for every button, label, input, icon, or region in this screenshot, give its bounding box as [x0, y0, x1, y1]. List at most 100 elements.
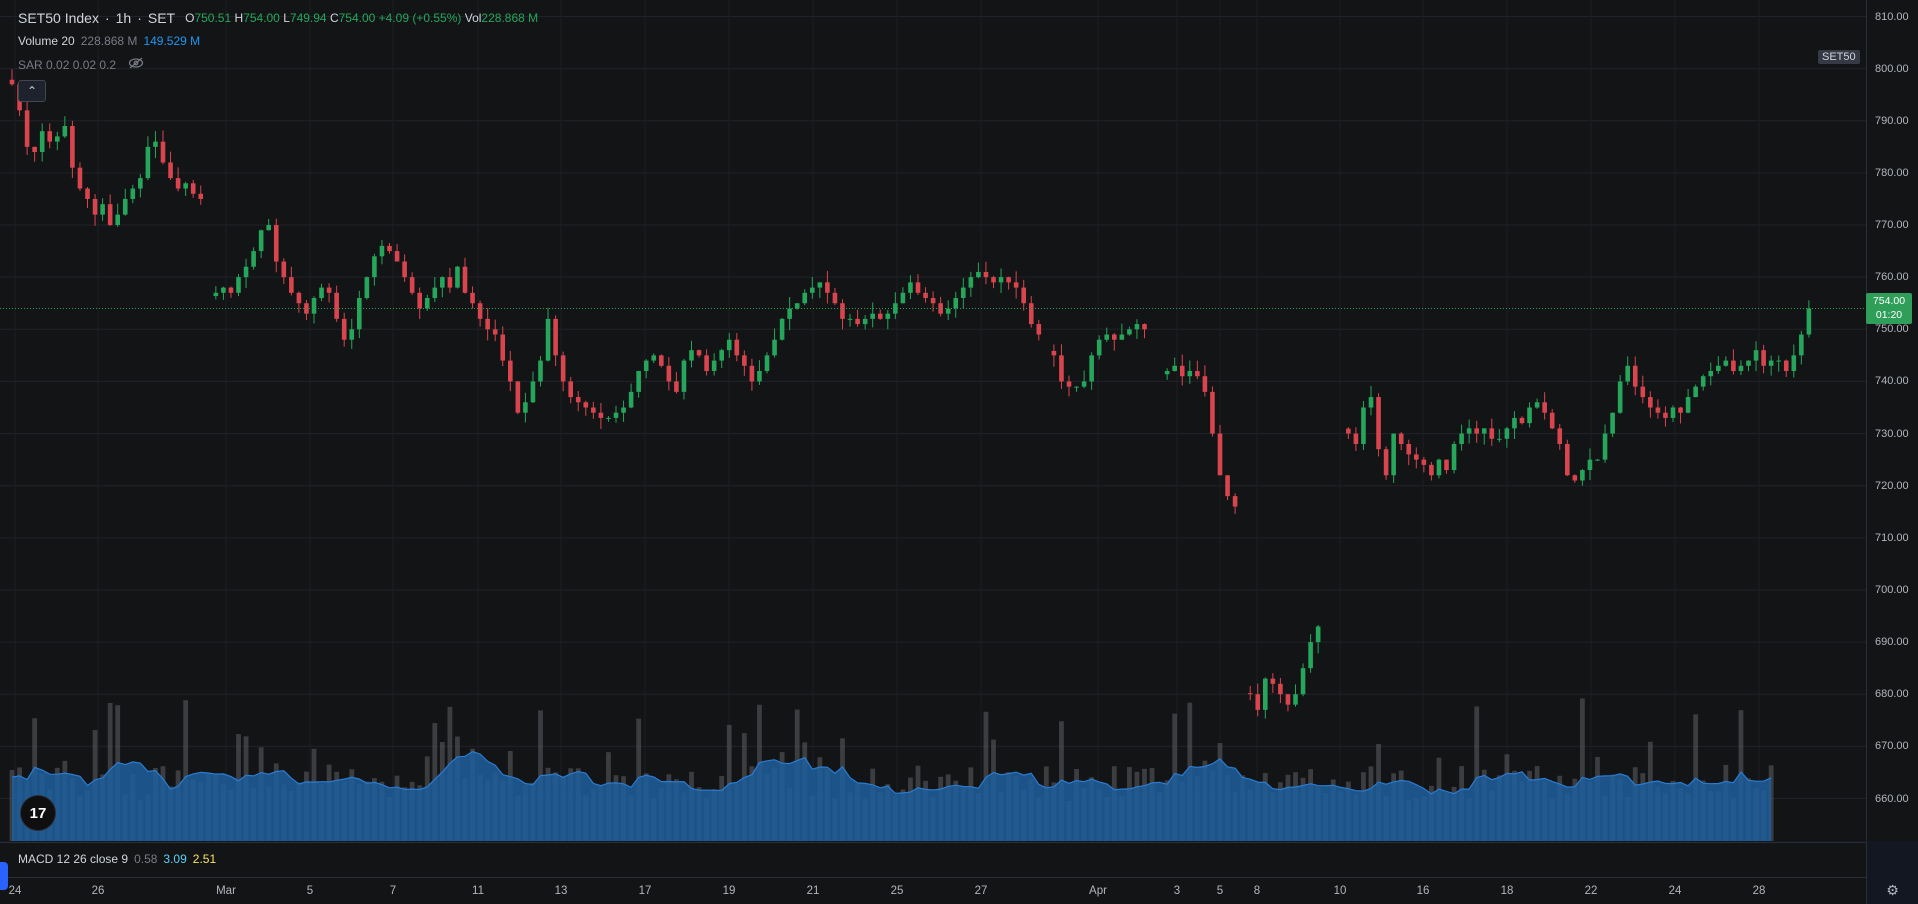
volume-bar [1474, 706, 1480, 841]
candle-body [583, 402, 589, 408]
candle-body [1285, 694, 1291, 705]
candle-body [1414, 454, 1419, 460]
candle-body [1104, 334, 1110, 340]
sar-legend[interactable]: SAR 0.02 0.02 0.2 [18, 57, 144, 72]
time-axis[interactable]: 24 26 Mar 5 7 11 13 17 19 21 25 27 Apr 3 5 8 10 16 18 22 24 2… [0, 877, 1867, 904]
candle-body [92, 198, 98, 215]
candle-body [696, 350, 702, 356]
candle-body [1263, 678, 1268, 710]
candle-body [855, 318, 860, 325]
candle-body [938, 303, 943, 314]
candle-body [1179, 365, 1185, 377]
time-tick-label: 25 [890, 885, 904, 897]
candle-body [1255, 694, 1261, 710]
candle-body [221, 287, 226, 293]
candle-body [1406, 443, 1412, 455]
time-tick-label: 24 [8, 885, 22, 897]
candle-body [1632, 365, 1638, 387]
high-value: 754.00 [243, 11, 280, 25]
macd-label[interactable]: MACD 12 26 close 9 [18, 852, 129, 866]
settings-icon[interactable]: ⚙ [1886, 881, 1899, 898]
candle-body [983, 271, 989, 278]
candle-body [1315, 626, 1321, 643]
interval-label[interactable]: 1h [115, 10, 132, 26]
candle-body [107, 204, 113, 226]
candle-body [560, 355, 566, 382]
time-tick-label: Apr [1089, 885, 1107, 897]
collapse-legend-button[interactable]: ⌃ [18, 80, 46, 102]
chart-area[interactable]: SET50 Index · 1h · SET O750.51 H754.00 L… [0, 0, 1867, 841]
candle-body [1225, 475, 1230, 497]
volume-bar [1580, 698, 1585, 841]
price-chart[interactable] [0, 0, 1866, 841]
time-tick-label: 16 [1416, 885, 1430, 897]
candle-body [1806, 308, 1812, 335]
candle-body [1089, 355, 1094, 382]
volume-indicator-label[interactable]: Volume 20 [18, 34, 75, 48]
candle-body [24, 110, 30, 147]
candle-body [1602, 433, 1608, 460]
candle-body [1746, 360, 1751, 366]
volume-legend[interactable]: Volume 20 228.868 M 149.529 M [18, 34, 200, 48]
candle-body [613, 412, 619, 418]
time-tick-label: 3 [1173, 885, 1181, 897]
low-value: 749.94 [289, 11, 327, 25]
time-tick-label: 19 [722, 885, 736, 897]
tradingview-logo[interactable]: 17 [20, 795, 56, 831]
macd-signal-value: 2.51 [192, 852, 217, 866]
price-tick-label: 800.00 [1875, 62, 1909, 75]
price-tick-label: 760.00 [1875, 271, 1909, 284]
candle-body [394, 251, 400, 262]
candle-body [1466, 428, 1472, 434]
candle-body [183, 183, 188, 189]
candle-body [787, 308, 792, 319]
candle-body [726, 339, 732, 351]
candle-body [424, 298, 430, 309]
candle-body [281, 261, 287, 278]
candle-body [70, 125, 75, 168]
candle-body [1753, 350, 1759, 361]
candle-body [130, 188, 136, 199]
macd-pane[interactable]: MACD 12 26 close 9 0.58 3.09 2.51 [0, 842, 1867, 877]
time-tick-label: Mar [216, 885, 236, 897]
candle-body [643, 360, 649, 372]
sar-indicator-label[interactable]: SAR 0.02 0.02 0.2 [18, 57, 117, 72]
candle-body [1202, 376, 1208, 392]
candle-body [1663, 412, 1668, 418]
candle-body [575, 397, 581, 403]
candle-body [213, 292, 219, 297]
candle-body [1512, 417, 1517, 429]
macd-line-value: 3.09 [163, 852, 187, 866]
price-scale[interactable]: 810.00 800.00 790.00 780.00 770.00 760.00 750.… [1867, 0, 1918, 841]
candle-body [1059, 355, 1064, 382]
candle-body [1270, 678, 1276, 684]
candle-body [598, 412, 604, 418]
candle-body [1768, 360, 1774, 366]
candle-body [500, 334, 506, 361]
macd-legend[interactable]: MACD 12 26 close 9 0.58 3.09 2.51 [18, 852, 216, 866]
pane-resize-handle[interactable] [0, 862, 8, 890]
candle-body [1481, 428, 1487, 434]
candle-body [840, 303, 845, 319]
candle-body [1640, 386, 1646, 398]
candle-body [379, 245, 385, 257]
candle-body [160, 141, 166, 163]
candle-body [1278, 683, 1283, 695]
symbol-title[interactable]: SET50 Index [18, 10, 99, 26]
candle-body [1300, 668, 1306, 695]
candle-body [168, 162, 173, 179]
price-tick-label: 810.00 [1875, 10, 1909, 23]
candle-body [659, 355, 664, 366]
price-tick-label: 660.00 [1875, 792, 1909, 805]
time-tick-label: 26 [91, 885, 105, 897]
candle-body [719, 350, 724, 361]
candle-body [175, 178, 181, 189]
hidden-eye-icon[interactable] [128, 57, 144, 72]
candle-body [1119, 334, 1125, 340]
price-tick-label: 770.00 [1875, 219, 1909, 232]
candle-body [930, 298, 936, 304]
candle-body [1678, 407, 1683, 413]
candle-body [1187, 371, 1193, 377]
candle-body [794, 303, 800, 309]
candle-body [1383, 449, 1389, 476]
